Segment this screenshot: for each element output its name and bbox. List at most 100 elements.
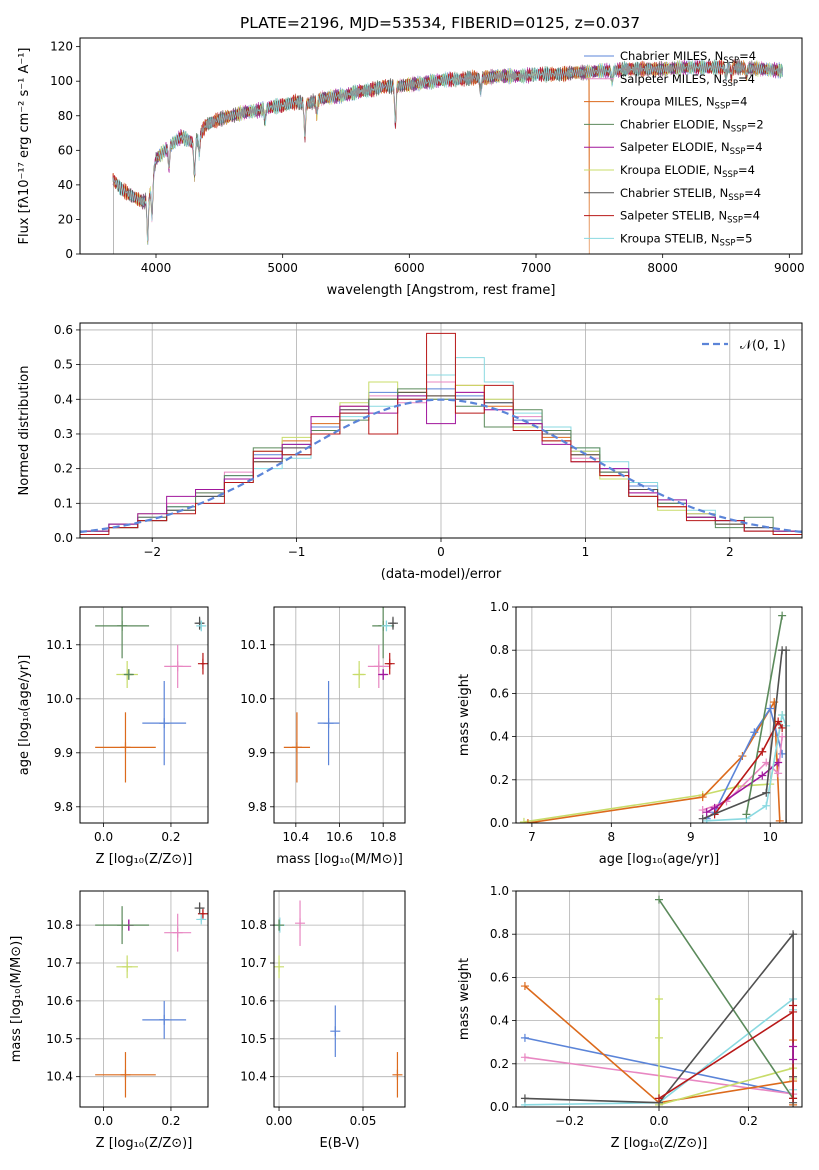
data-point [197,908,208,919]
series-marker [520,1053,529,1062]
data-point [384,658,395,669]
axes-frame [79,890,209,1108]
legend-label: Chabrier STELIB, NSSP=4 [620,186,761,203]
y-tick-label: 10.7 [46,956,73,970]
data-point [381,620,392,631]
panel-weight_vs_age: 7 8 9 10 0.0 0.2 0.4 0.6 0.8 1.0 age [log₁₀(age/yr… [457,600,803,867]
y-tick-label: 0.4 [490,730,509,744]
legend-label: 𝒩(0, 1) [740,337,786,352]
y-tick-label: 0.2 [54,462,73,476]
x-tick-label: 7 [528,830,536,844]
legend-label: Chabrier MILES, NSSP=4 [620,49,756,66]
plot-area-age_vs_mass [283,607,398,783]
y-axis-label: mass weight [457,674,472,756]
y-tick-label: 60 [58,143,73,157]
data-point [274,920,285,931]
y-tick-label: 0.1 [54,496,73,510]
panel-age_vs_Z: 0.0 0.2 9.8 9.9 10.0 10.1 Z [log₁₀(Z/Z⊙)] age [… [17,606,209,867]
data-point [159,718,170,729]
series-marker [520,1094,529,1103]
series-marker [523,819,532,823]
axes-frame [79,322,803,539]
y-tick-label: 1.0 [490,884,509,898]
legend-label: Salpeter MILES, NSSP=4 [620,72,755,89]
x-tick-label: 9 [687,830,695,844]
data-point [172,927,183,938]
x-tick-label: 0 [437,545,445,559]
series-line [713,719,783,815]
y-tick-label: 0.0 [490,816,509,830]
legend-label: Salpeter ELODIE, NSSP=4 [620,140,763,157]
series-marker [778,611,787,620]
y-tick-label: 0.6 [54,323,73,337]
series-marker [698,793,707,802]
data-point [196,914,207,925]
axes-frame [273,606,406,824]
series-marker [774,769,783,778]
data-point [295,918,306,929]
series-marker [758,771,767,780]
data-point [373,661,384,672]
y-tick-label: 10.5 [240,1032,267,1046]
y-axis-label: Flux [fλ10⁻¹⁷ erg cm⁻² s⁻¹ A⁻¹] [17,48,32,245]
y-tick-label: 0.8 [490,643,509,657]
axes-frame [273,890,406,1108]
y-tick-label: 9.9 [248,746,267,760]
x-tick-label: 10.4 [282,830,309,844]
histogram-step [80,332,802,538]
axes-frame [79,37,803,255]
x-tick-label: 0.2 [739,1114,758,1128]
y-tick-label: 10.6 [240,994,267,1008]
x-tick-label: 7000 [521,261,552,275]
y-tick-label: 10.5 [46,1032,73,1046]
series-marker [742,810,751,819]
x-tick-label: 1 [582,545,590,559]
data-point [117,620,128,631]
plot-area-age_vs_Z [95,607,208,783]
y-tick-label: 40 [58,178,73,192]
x-axis-label: mass [log₁₀(M/M⊙)] [276,852,403,867]
series-marker [789,1001,798,1010]
data-point [387,618,398,629]
series-marker [766,704,775,713]
data-point [392,1069,403,1080]
y-tick-label: 0.4 [490,1014,509,1028]
x-tick-label: 8000 [647,261,678,275]
y-tick-label: 10.4 [46,1070,73,1084]
y-tick-label: 10.0 [240,692,267,706]
y-tick-label: 1.0 [490,600,509,614]
plot-area-mass_vs_EBV [274,900,403,1098]
x-tick-label: 0.0 [94,830,113,844]
y-axis-label: mass [log₁₀(M/M⊙)] [9,936,24,1063]
plot-area-mass_vs_Z [95,902,208,1098]
spectrum-line [112,59,783,242]
plot-area-spectrum [112,59,783,254]
legend-label: Kroupa ELODIE, NSSP=4 [620,163,755,180]
series-marker [655,995,663,1003]
data-point [291,742,302,753]
series-marker [698,814,707,823]
y-tick-label: 0.0 [490,1100,509,1114]
plot-area-weight_vs_Z [520,895,798,1107]
x-tick-label: 4000 [141,261,172,275]
y-tick-label: 9.8 [248,800,267,814]
data-point [123,669,134,680]
y-tick-label: 10.7 [240,956,267,970]
data-point [159,1014,170,1025]
normal-curve [80,398,802,533]
x-tick-label: 5000 [267,261,298,275]
series-line [745,615,783,815]
data-point [172,661,183,672]
y-tick-label: 0.2 [490,773,509,787]
x-tick-label: 10.8 [370,830,397,844]
series-marker [778,723,787,732]
data-point [194,618,205,629]
series-marker [655,1033,663,1042]
y-tick-label: 80 [58,109,73,123]
data-point [122,961,133,972]
series-line [658,899,794,1099]
series-marker [519,817,528,823]
series-marker [520,982,529,991]
data-point [117,920,128,931]
x-tick-label: 8 [608,830,616,844]
